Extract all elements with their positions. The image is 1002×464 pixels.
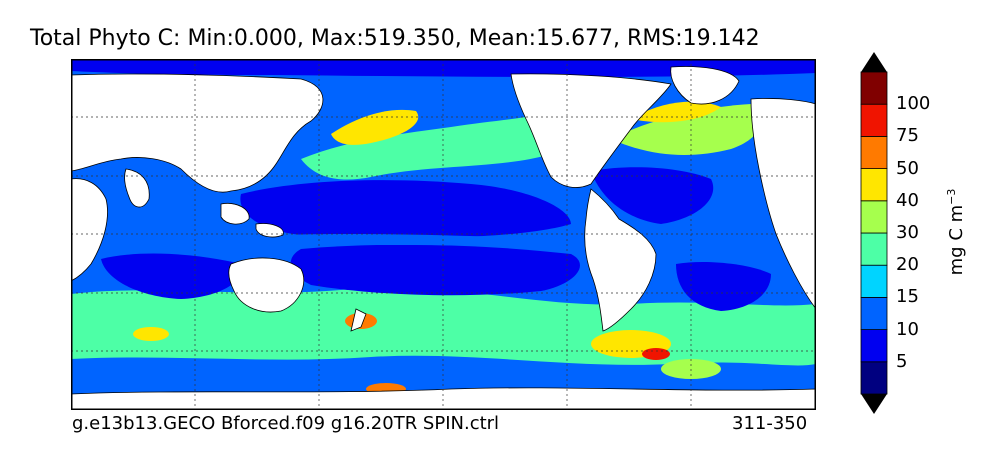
arctic-ocean [71,59,816,77]
south-pacific-gyre [290,244,580,296]
colorbar-tick-label: 50 [896,157,919,179]
colorbar-segment [860,361,888,395]
colorbar-tick-label: 10 [896,318,919,340]
colorbar-segment [860,329,888,363]
land-masses [71,66,816,410]
north-pacific-band [301,114,551,180]
kerguelen-bloom [133,327,169,341]
colorbar-extend-min [861,394,887,414]
case-name-label: g.e13b13.GECO Bforced.f09 g16.20TR SPIN.… [72,413,500,434]
colorbar-segment [860,264,888,298]
colorbar-tick-label: 30 [896,222,919,243]
colorbar-tick-label: 40 [896,189,919,211]
colorbar-tick-label: 5 [896,350,908,372]
equatorial-upwelling [241,233,571,249]
colorbar-tick-label: 75 [896,125,919,147]
colorbar-units-label: mg C m−3 [945,188,967,276]
colorbar-segment [860,168,888,202]
north-atlantic-gyre [591,167,714,224]
colorbar-segment [860,136,888,170]
colorbar-tick-label: 100 [896,93,931,115]
north-pacific-bloom [331,109,419,145]
indian-ocean-gyre [101,253,242,299]
colorbar-tick-label: 15 [896,286,919,308]
colorbar-segment [860,296,888,330]
colorbar-tick-label: 20 [896,254,919,276]
map-frame [71,59,816,410]
north-atlantic-bloom [631,101,721,123]
colorbar [860,52,888,414]
colorbar-segment [860,103,888,137]
map-gridlines [71,59,816,410]
south-atlantic-gyre [676,262,771,311]
plot-title: Total Phyto C: Min:0.000, Max:519.350, M… [30,26,760,51]
colorbar-segment [860,71,888,105]
colorbar-segment [860,232,888,266]
patagonian-peak [642,348,670,360]
map-panel [71,59,816,410]
north-atlantic-band [611,104,762,155]
colorbar-segment [860,200,888,234]
years-label: 311-350 [732,413,808,434]
colorbar-extend-max [861,52,887,72]
north-pacific-gyre [240,180,571,239]
